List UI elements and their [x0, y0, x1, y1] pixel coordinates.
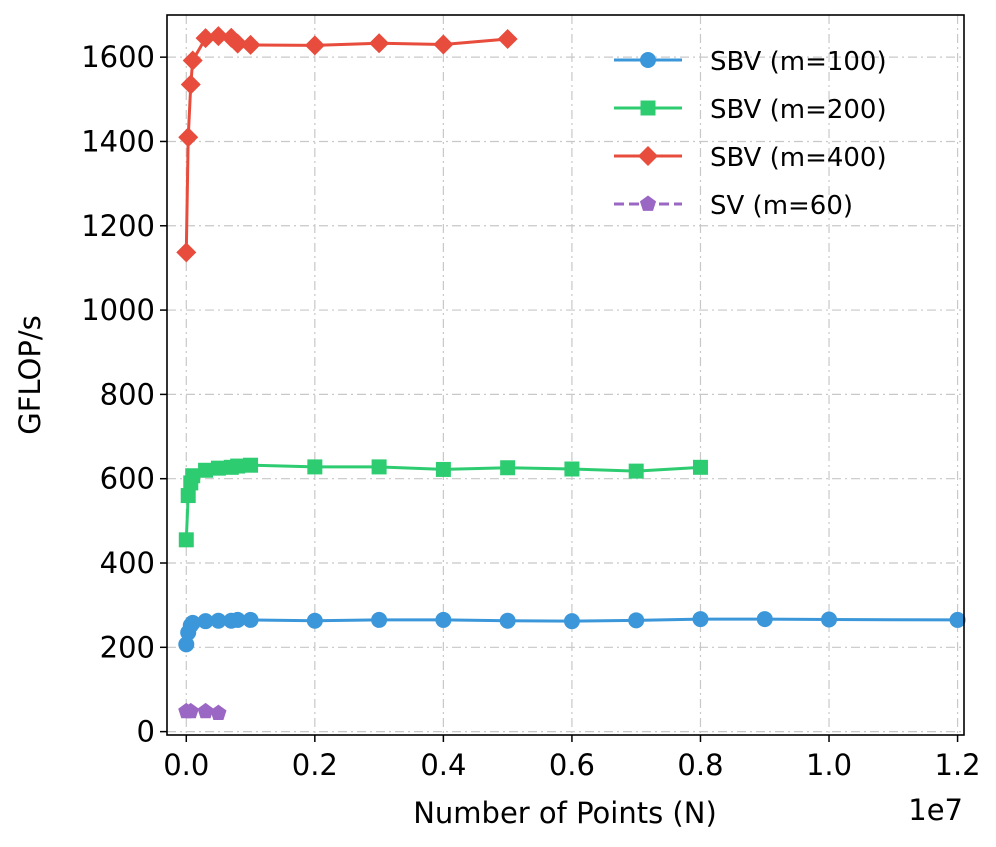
data-point — [210, 460, 226, 476]
legend-entry: SBV (m=400) — [614, 143, 887, 173]
data-point — [371, 611, 388, 628]
x-tick-label: 1.0 — [806, 748, 852, 782]
data-point — [210, 612, 227, 629]
data-point — [692, 611, 709, 628]
x-tick-label: 0.2 — [292, 748, 338, 782]
data-point — [230, 458, 246, 474]
data-point — [306, 612, 323, 629]
data-point — [197, 613, 214, 630]
legend-entry: SV (m=60) — [614, 191, 853, 221]
legend-marker — [639, 195, 657, 211]
x-tick-label: 0.0 — [163, 748, 209, 782]
data-point — [371, 459, 387, 475]
legend-marker — [640, 52, 656, 68]
data-point — [497, 29, 518, 50]
legend-entry: SBV (m=200) — [614, 95, 887, 125]
data-point — [435, 611, 452, 628]
data-point — [195, 28, 216, 49]
legend: SBV (m=100) SBV (m=200) SBV (m=400) SV (m=6… — [614, 47, 887, 221]
data-point — [628, 463, 644, 479]
data-point — [178, 532, 194, 548]
data-point — [240, 34, 261, 55]
data-point — [182, 702, 199, 719]
x-axis-offset-label: 1e7 — [908, 793, 963, 827]
data-point — [178, 127, 199, 148]
y-tick-label: 1200 — [81, 209, 155, 243]
plot-frame — [166, 14, 965, 736]
data-point — [628, 612, 645, 629]
data-point — [180, 74, 201, 95]
series-4 — [178, 702, 227, 720]
x-tick-label: 0.8 — [677, 748, 723, 782]
x-axis-label: Number of Points (N) — [413, 796, 717, 830]
legend-label: SBV (m=200) — [710, 95, 887, 125]
series-layer — [176, 26, 966, 720]
data-point — [949, 611, 966, 628]
data-point — [229, 611, 246, 628]
y-tick-label: 800 — [100, 377, 155, 411]
data-point — [564, 461, 580, 477]
data-point — [210, 704, 227, 720]
data-point — [243, 457, 259, 473]
y-axis-ticks: 0 200 400 600 800 1000 1200 1400 1600 — [81, 40, 167, 749]
y-tick-label: 1400 — [81, 124, 155, 158]
series-line — [184, 34, 508, 253]
data-point — [692, 459, 708, 475]
data-point — [369, 33, 390, 54]
legend-entry: SBV (m=100) — [614, 47, 887, 77]
legend-marker — [638, 146, 658, 166]
legend-label: SBV (m=100) — [710, 47, 887, 77]
series-1 — [178, 611, 966, 653]
data-point — [433, 34, 454, 55]
data-point — [182, 50, 203, 71]
data-point — [178, 636, 195, 653]
data-point — [499, 612, 516, 629]
data-point — [176, 242, 197, 263]
y-tick-label: 1600 — [81, 40, 155, 74]
data-point — [304, 35, 325, 56]
data-point — [500, 460, 516, 476]
data-point — [198, 462, 214, 478]
data-point — [756, 611, 773, 628]
data-point — [435, 461, 451, 477]
data-point — [242, 611, 259, 628]
legend-label: SBV (m=400) — [710, 143, 887, 173]
y-tick-label: 0 — [137, 715, 155, 749]
x-axis-ticks: 0.0 0.2 0.4 0.6 0.8 1.0 1.2 — [163, 735, 981, 782]
x-tick-label: 0.6 — [549, 748, 595, 782]
series-3 — [176, 26, 518, 263]
y-tick-label: 400 — [100, 546, 155, 580]
y-tick-label: 1000 — [81, 293, 155, 327]
data-point — [184, 614, 201, 631]
data-point — [180, 488, 196, 504]
data-point — [227, 33, 248, 54]
data-point — [197, 702, 214, 719]
data-point — [821, 611, 838, 628]
data-point — [185, 468, 201, 484]
series-2 — [178, 457, 708, 548]
data-point — [563, 613, 580, 630]
x-tick-label: 1.2 — [935, 748, 981, 782]
y-axis-label: GFLOP/s — [13, 315, 47, 434]
legend-label: SV (m=60) — [710, 191, 853, 221]
y-tick-label: 600 — [100, 462, 155, 496]
data-point — [208, 26, 229, 47]
legend-marker — [640, 100, 656, 116]
y-tick-label: 200 — [100, 630, 155, 664]
data-point — [307, 459, 323, 475]
x-tick-label: 0.4 — [420, 748, 466, 782]
